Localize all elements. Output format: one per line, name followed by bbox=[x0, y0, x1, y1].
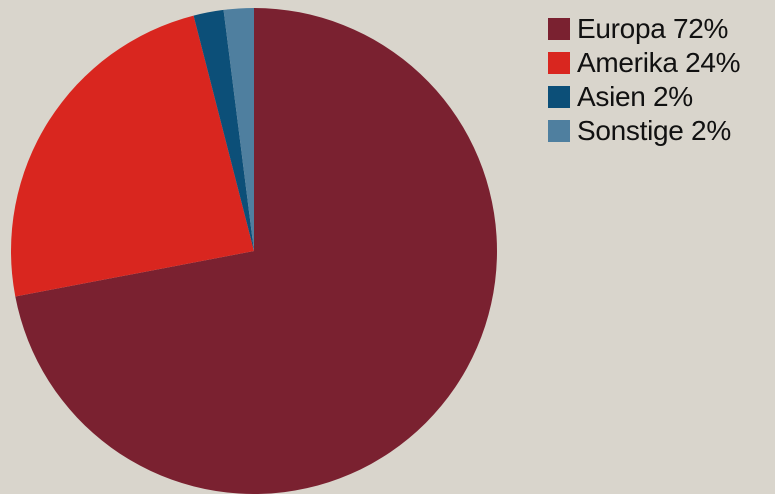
legend-swatch-europa bbox=[548, 18, 570, 40]
legend-label-europa: Europa 72% bbox=[577, 14, 728, 44]
legend-item-asien: Asien 2% bbox=[548, 82, 740, 112]
legend-swatch-amerika bbox=[548, 52, 570, 74]
legend-label-asien: Asien 2% bbox=[577, 82, 693, 112]
chart-legend: Europa 72% Amerika 24% Asien 2% Sonstige… bbox=[548, 14, 740, 150]
legend-item-europa: Europa 72% bbox=[548, 14, 740, 44]
legend-item-amerika: Amerika 24% bbox=[548, 48, 740, 78]
legend-label-amerika: Amerika 24% bbox=[577, 48, 740, 78]
legend-swatch-sonstige bbox=[548, 120, 570, 142]
legend-item-sonstige: Sonstige 2% bbox=[548, 116, 740, 146]
legend-label-sonstige: Sonstige 2% bbox=[577, 116, 731, 146]
legend-swatch-asien bbox=[548, 86, 570, 108]
